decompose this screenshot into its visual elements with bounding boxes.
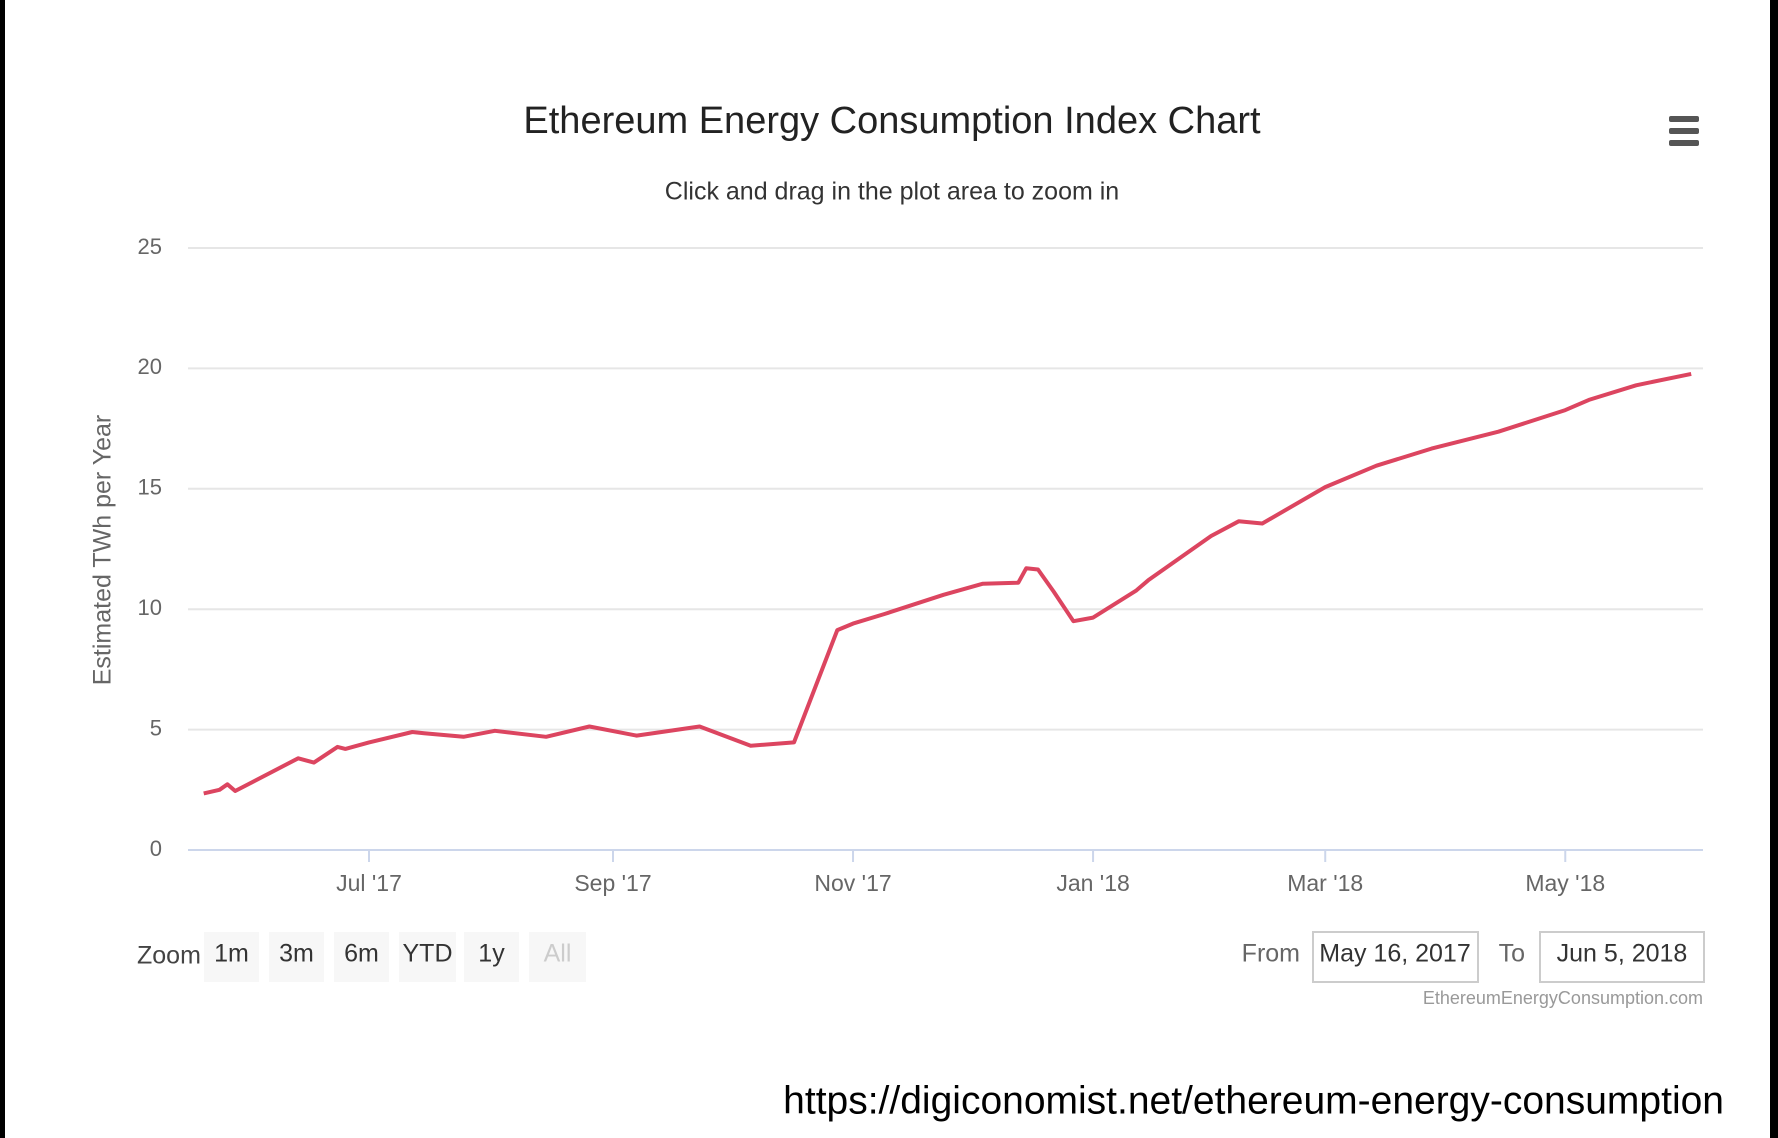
zoom-button <box>529 932 586 982</box>
zoom-button[interactable] <box>269 932 324 982</box>
x-tick-label: Jul '17 <box>336 870 402 896</box>
from-value[interactable]: May 16, 2017 <box>1319 940 1471 968</box>
to-label: To <box>1499 940 1525 968</box>
left-border <box>0 0 5 1138</box>
y-tick-label: 20 <box>138 354 162 379</box>
y-axis-label: Estimated TWh per Year <box>89 415 117 686</box>
to-input[interactable] <box>1539 931 1705 983</box>
menu-bar <box>1669 128 1699 134</box>
menu-bar <box>1669 116 1699 122</box>
y-tick-label: 5 <box>150 715 162 740</box>
source-url: https://digiconomist.net/ethereum-energy… <box>783 1079 1724 1122</box>
zoom-button[interactable] <box>334 932 389 982</box>
right-border <box>1770 0 1778 1138</box>
zoom-button-label: All <box>544 940 572 968</box>
chart-subtitle: Click and drag in the plot area to zoom … <box>665 178 1119 206</box>
x-tick-label: Mar '18 <box>1287 870 1363 896</box>
zoom-button-label[interactable]: 3m <box>279 940 314 968</box>
zoom-button-label[interactable]: 1m <box>214 940 249 968</box>
data-line <box>203 371 1692 796</box>
x-tick-label: Nov '17 <box>814 870 891 896</box>
y-tick-label: 10 <box>138 595 162 620</box>
zoom-button[interactable] <box>464 932 519 982</box>
menu-button[interactable] <box>1669 116 1699 146</box>
zoom-label: Zoom <box>137 942 201 970</box>
zoom-button-label[interactable]: 1y <box>478 940 505 968</box>
chart-title: Ethereum Energy Consumption Index Chart <box>523 100 1261 142</box>
to-value[interactable]: Jun 5, 2018 <box>1557 940 1688 968</box>
credits: EthereumEnergyConsumption.com <box>1423 988 1703 1008</box>
zoom-button[interactable] <box>399 932 456 982</box>
y-tick-label: 0 <box>150 836 162 861</box>
x-tick-label: Jan '18 <box>1056 870 1129 896</box>
zoom-button-label[interactable]: YTD <box>403 940 453 968</box>
y-tick-label: 25 <box>138 234 162 259</box>
zoom-button-label[interactable]: 6m <box>344 940 379 968</box>
from-label: From <box>1242 940 1300 968</box>
x-tick-label: Sep '17 <box>574 870 651 896</box>
from-input[interactable] <box>1312 931 1479 983</box>
x-tick-label: May '18 <box>1525 870 1605 896</box>
menu-bar <box>1669 140 1699 146</box>
y-tick-label: 15 <box>138 475 162 500</box>
zoom-button[interactable] <box>204 932 259 982</box>
